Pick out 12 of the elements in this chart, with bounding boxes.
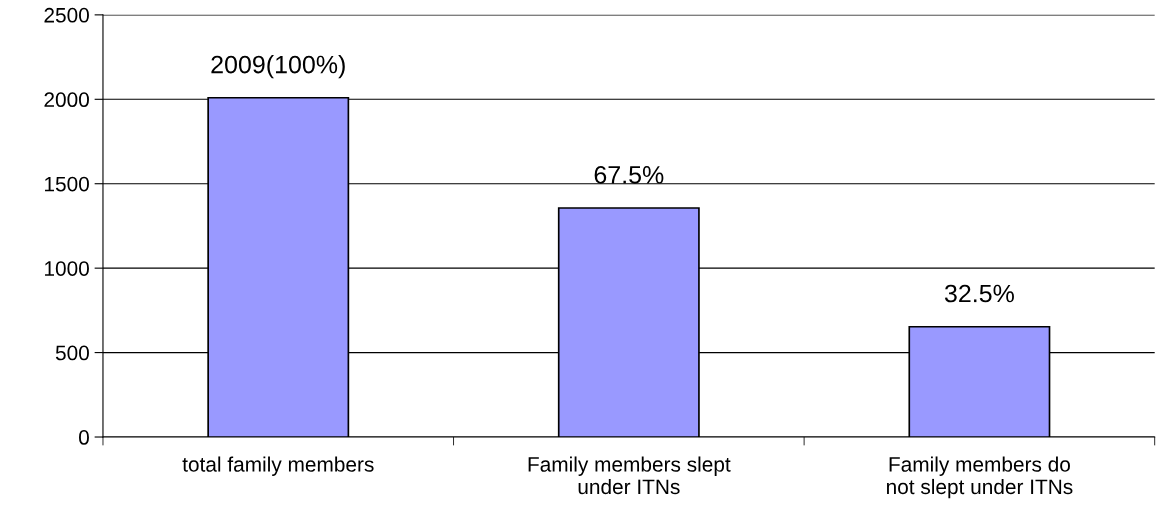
annotation: 2009(100%) [211,55,345,79]
annotation: 67.5% [594,165,664,184]
annotation: 32.5% [944,284,1014,303]
y-tick-label: 1500 [45,176,89,192]
x-tick-label: Family members slept under ITNs [528,456,731,495]
x-tick-label: total family members [182,456,374,476]
y-tick-label: 2500 [44,7,89,23]
y-tick-label: 500 [55,345,89,361]
y-tick-label: 2000 [44,92,89,108]
x-tick-label: Family members do not slept under ITNs [886,456,1073,499]
y-tick-label: 0 [79,430,89,445]
y-tick-label: 1000 [45,261,89,276]
